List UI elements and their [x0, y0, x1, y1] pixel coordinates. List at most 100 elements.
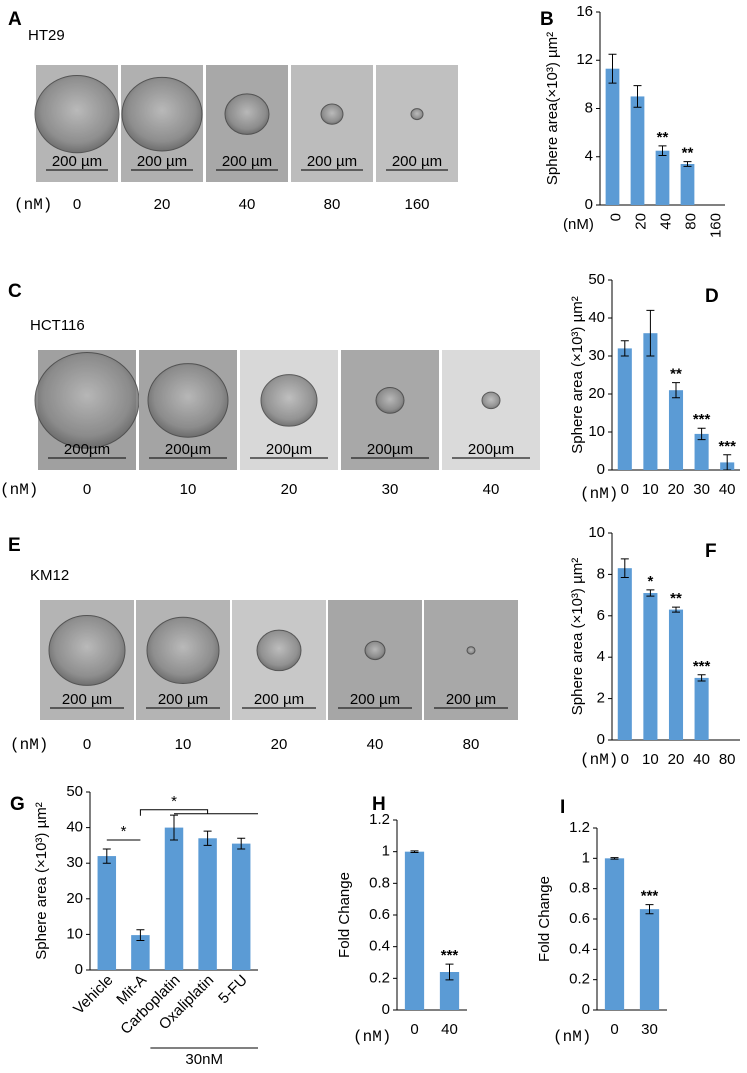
y-tick-label: 40 — [66, 819, 83, 836]
error-bar — [672, 382, 680, 399]
error-bar — [697, 674, 706, 682]
error-bar — [633, 85, 642, 108]
scale-bar-label: 200 µm — [158, 691, 208, 708]
x-tick-label: 80 — [719, 751, 736, 768]
y-tick-label: 0.2 — [569, 971, 590, 988]
y-tick-label: 0 — [585, 196, 593, 213]
scale-bar-label: 200 µm — [254, 691, 304, 708]
dose-label: 30 — [382, 481, 399, 498]
error-bar — [697, 427, 706, 441]
micrograph — [424, 600, 518, 720]
scale-bar-label: 200 µm — [137, 153, 187, 170]
dose-label: 0 — [73, 196, 81, 213]
error-bar — [203, 830, 212, 846]
y-tick-label: 10 — [588, 423, 605, 440]
scale-bar-label: 200µm — [468, 441, 514, 458]
error-bar — [620, 340, 629, 357]
dose-label: 80 — [324, 196, 341, 213]
bar — [164, 827, 184, 970]
significance: * — [171, 793, 177, 810]
bar — [439, 972, 460, 1010]
x-tick-label: Vehicle — [70, 972, 116, 1018]
y-tick-label: 1.2 — [569, 819, 590, 836]
sphere — [481, 391, 501, 410]
y-tick-label: 12 — [576, 51, 593, 68]
bar — [131, 935, 150, 970]
sphere — [121, 76, 203, 152]
scale-bar-label: 200µm — [367, 441, 413, 458]
bar — [655, 150, 670, 205]
y-tick-label: 16 — [576, 3, 593, 20]
error-bar — [237, 837, 246, 850]
bar — [668, 609, 684, 740]
significance: *** — [641, 888, 659, 905]
scale-bar-label: 200 µm — [307, 153, 357, 170]
bracket — [139, 809, 258, 816]
micrograph — [442, 350, 540, 470]
bar — [97, 856, 117, 970]
dose-label: 0 — [83, 736, 91, 753]
x-tick-label: 160 — [707, 213, 724, 238]
bar — [680, 163, 695, 205]
bar — [668, 390, 684, 470]
x-tick-label: 0 — [621, 751, 629, 768]
sphere — [256, 629, 302, 672]
x-tick-label: 0 — [410, 1021, 418, 1038]
dose-label: 40 — [239, 196, 256, 213]
sphere — [364, 640, 386, 661]
x-unit: (nM) — [553, 1028, 591, 1046]
error-bar — [646, 589, 655, 597]
bar — [605, 68, 620, 205]
dose-label: 40 — [483, 481, 500, 498]
bar — [604, 858, 625, 1010]
y-tick-label: 4 — [597, 648, 605, 665]
y-tick-label: 40 — [588, 309, 605, 326]
y-tick-label: 1 — [382, 843, 390, 860]
y-axis-label: Fold Change — [536, 876, 553, 962]
panel-letter: E — [8, 535, 21, 556]
y-tick-label: 0 — [597, 461, 605, 478]
significance: *** — [693, 658, 711, 675]
scale-bar-label: 200µm — [165, 441, 211, 458]
significance: * — [647, 573, 653, 590]
dose-label: 10 — [175, 736, 192, 753]
panel-letter: G — [10, 794, 25, 815]
bar — [694, 433, 709, 470]
y-tick-label: 2 — [597, 690, 605, 707]
y-tick-label: 50 — [66, 783, 83, 800]
scale-bar-label: 200µm — [64, 441, 110, 458]
y-tick-label: 0.8 — [369, 874, 390, 891]
panel-letter: C — [8, 281, 22, 302]
micrograph — [376, 65, 458, 182]
y-tick-label: 0 — [382, 1001, 390, 1018]
scale-bar-label: 200 µm — [52, 153, 102, 170]
scale-bar-label: 200 µm — [446, 691, 496, 708]
bar — [198, 838, 217, 970]
sphere — [146, 616, 220, 685]
dose-label: 20 — [271, 736, 288, 753]
cell-line: HCT116 — [30, 317, 85, 334]
x-unit: (nM) — [563, 216, 594, 233]
panel-letter: D — [705, 286, 719, 307]
bar — [231, 843, 251, 970]
bar — [617, 568, 632, 740]
sphere — [260, 374, 318, 427]
significance: ** — [657, 129, 669, 146]
group-label: 30nM — [185, 1051, 223, 1068]
y-axis-label: Sphere area (×10³) µm² — [569, 296, 586, 453]
error-bar — [646, 309, 655, 357]
error-bar — [620, 558, 629, 579]
y-axis-label: Fold Change — [336, 872, 353, 958]
error-bar — [683, 161, 692, 167]
dose-label: 10 — [180, 481, 197, 498]
error-bar — [445, 963, 454, 981]
x-unit: (nM) — [353, 1028, 391, 1046]
y-tick-label: 1 — [582, 849, 590, 866]
significance: ** — [670, 366, 682, 383]
y-tick-label: 8 — [597, 565, 605, 582]
y-tick-label: 4 — [585, 148, 593, 165]
cell-line: HT29 — [28, 27, 65, 44]
x-tick-label: 5-FU — [215, 972, 251, 1008]
y-axis-label: Sphere area(×10³) µm² — [544, 32, 561, 185]
bar — [643, 593, 658, 740]
